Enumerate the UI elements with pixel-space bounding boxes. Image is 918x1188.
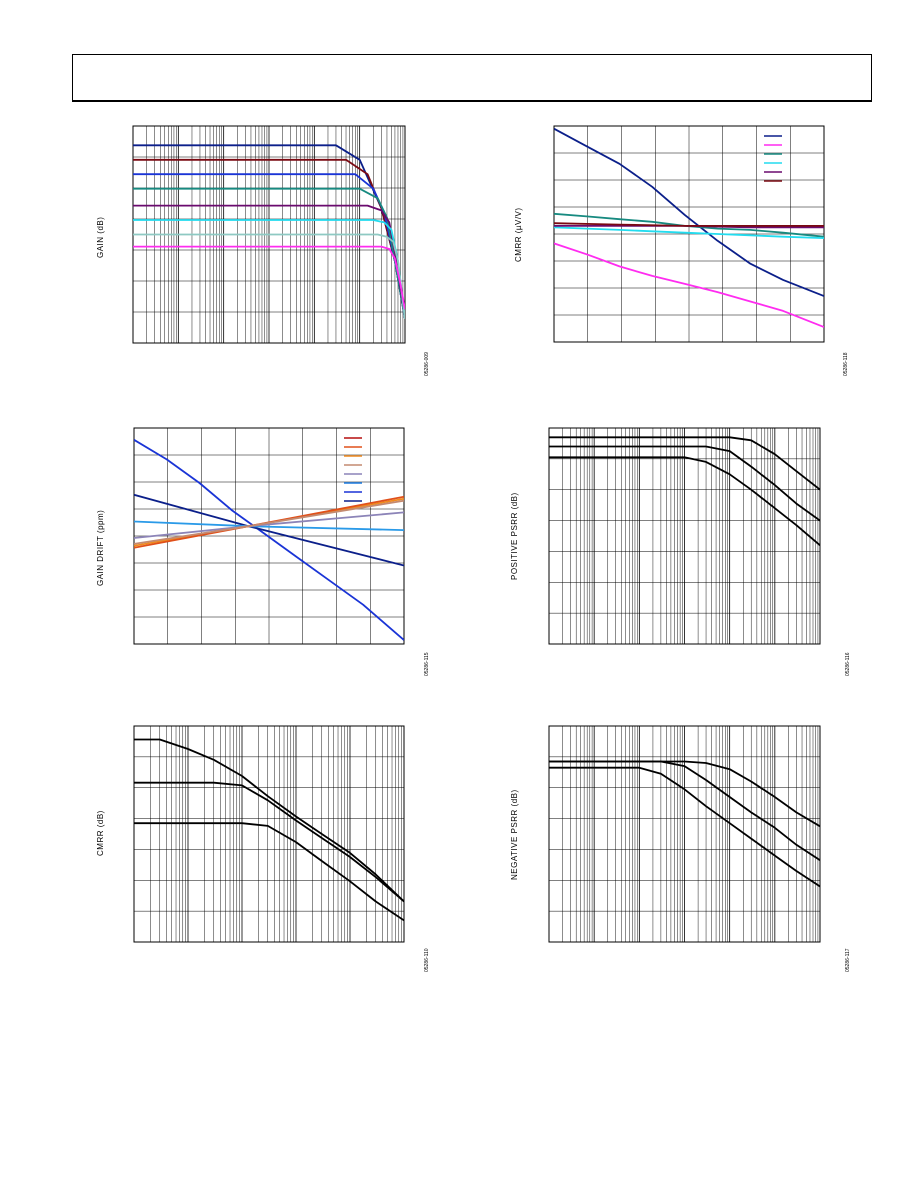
legend xyxy=(764,135,782,182)
grid xyxy=(134,428,404,644)
grid xyxy=(133,726,404,942)
series-line-4 xyxy=(554,226,824,239)
y-axis-label: CMRR (dB) xyxy=(96,810,105,856)
plot-frame xyxy=(553,125,825,343)
y-axis-label: NEGATIVE PSRR (dB) xyxy=(510,789,519,880)
figure-id: 05286-118 xyxy=(843,352,849,376)
plot-frame xyxy=(133,725,405,943)
series-line-5 xyxy=(133,204,405,320)
series-line-1 xyxy=(549,760,820,828)
series-line-3 xyxy=(554,212,824,238)
series-line-5 xyxy=(134,497,404,547)
series-line-2 xyxy=(134,781,404,903)
series-line-2 xyxy=(549,760,820,861)
series-line-1 xyxy=(549,436,820,491)
series-line-1 xyxy=(133,144,405,320)
series-line-1 xyxy=(554,127,824,297)
series-line-3 xyxy=(549,766,820,888)
figure-id: 05286-116 xyxy=(845,652,851,676)
series-line-3 xyxy=(134,520,404,531)
figure-id: 05286-009 xyxy=(424,352,430,376)
series-line-2 xyxy=(554,242,824,328)
series-line-2 xyxy=(133,158,405,320)
y-axis-label: CMRR (µV/V) xyxy=(514,207,523,262)
series-line-6 xyxy=(134,495,404,549)
page-header-box xyxy=(72,54,872,102)
grid xyxy=(132,126,405,343)
grid xyxy=(548,428,820,644)
series-line-3 xyxy=(549,456,820,546)
figure-id: 05286-115 xyxy=(424,652,430,676)
series-line-4 xyxy=(134,511,404,539)
series-line-1 xyxy=(134,738,404,903)
series-line-5 xyxy=(554,224,824,229)
plot-frame xyxy=(133,427,405,645)
plot-frame xyxy=(548,725,821,943)
y-axis-label: POSITIVE PSRR (dB) xyxy=(510,492,519,580)
series-line-2 xyxy=(134,493,404,567)
series-line-8 xyxy=(133,245,405,310)
series-line-6 xyxy=(554,222,824,227)
series-line-2 xyxy=(549,445,820,522)
plot-frame xyxy=(132,125,406,344)
series-line-7 xyxy=(134,499,404,545)
series-line-1 xyxy=(134,439,404,641)
series-line-3 xyxy=(133,173,405,320)
series-line-6 xyxy=(133,219,405,320)
figure-id: 05286-117 xyxy=(845,948,851,972)
grid xyxy=(548,726,820,942)
figure-id: 05286-110 xyxy=(424,948,430,972)
y-axis-label: GAIN (dB) xyxy=(96,216,105,258)
series-line-3 xyxy=(134,822,404,922)
legend xyxy=(344,437,362,502)
plot-frame xyxy=(548,427,821,645)
series-line-7 xyxy=(133,233,405,320)
y-axis-label: GAIN DRIFT (ppm) xyxy=(96,509,105,586)
series-line-4 xyxy=(133,187,405,320)
grid xyxy=(554,126,824,342)
